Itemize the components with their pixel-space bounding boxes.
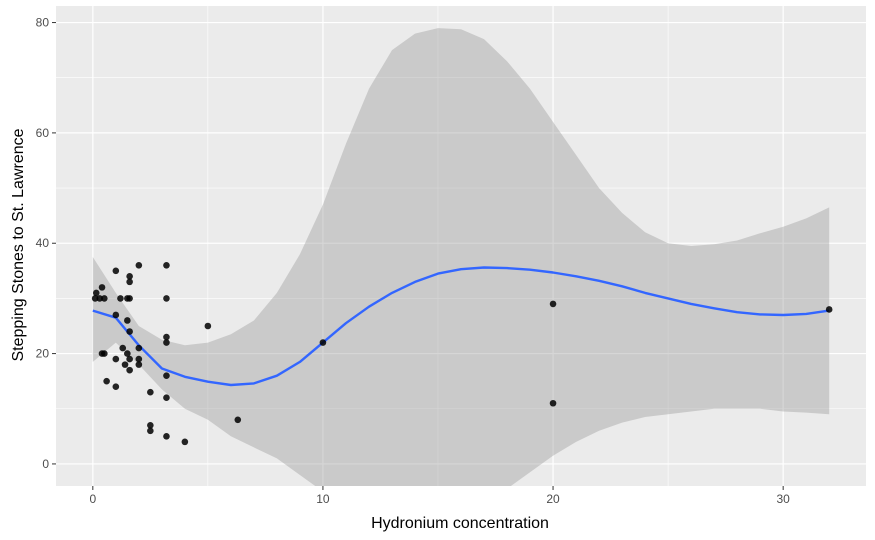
y-tick-label: 0: [42, 457, 49, 471]
y-tick-label: 20: [36, 347, 50, 361]
data-point: [163, 394, 170, 402]
y-tick-label: 80: [36, 16, 50, 30]
data-point: [126, 366, 133, 374]
data-point: [135, 262, 143, 269]
x-tick-label: 30: [776, 492, 790, 506]
data-point: [103, 377, 110, 385]
data-point: [163, 372, 170, 379]
axis-ticks: [52, 22, 784, 490]
data-point: [119, 344, 127, 352]
data-point: [204, 322, 212, 330]
data-point: [117, 295, 124, 302]
x-tick-label: 20: [546, 492, 560, 506]
y-axis-title: Stepping Stones to St. Lawrence: [10, 128, 27, 361]
data-point: [135, 355, 143, 363]
data-point: [549, 399, 557, 407]
data-point: [101, 350, 108, 357]
data-point: [163, 339, 170, 346]
data-point: [126, 355, 133, 363]
points-layer: [91, 262, 833, 446]
smooth-line: [92, 266, 830, 387]
data-point: [126, 295, 133, 302]
minor-gridlines: [56, 6, 866, 486]
data-point: [124, 350, 131, 357]
y-tick-label: 60: [36, 126, 50, 140]
data-point: [124, 317, 131, 324]
data-point: [112, 383, 120, 390]
data-point: [163, 333, 170, 341]
data-point: [549, 300, 557, 308]
data-point: [181, 438, 189, 446]
y-tick-label: 40: [36, 236, 50, 250]
confidence-band: [92, 28, 830, 486]
data-point: [112, 311, 120, 319]
data-point: [126, 278, 133, 286]
x-axis-title: Hydronium concentration: [371, 515, 549, 532]
data-point: [112, 267, 120, 275]
data-point: [147, 388, 154, 396]
data-point: [163, 295, 170, 302]
major-gridlines: [56, 6, 866, 486]
plot-panel: [56, 6, 866, 486]
data-point: [92, 289, 100, 297]
x-tick-labels: 0 10 20 30: [89, 492, 790, 506]
data-point: [126, 328, 133, 335]
data-point: [112, 355, 120, 363]
data-point: [825, 306, 833, 313]
confidence-band-layer: [92, 28, 830, 486]
y-tick-labels: 0 20 40 60 80: [36, 16, 50, 471]
data-point: [101, 295, 108, 302]
data-point: [98, 284, 106, 291]
data-point: [319, 339, 327, 346]
data-point: [147, 427, 154, 435]
data-point: [163, 433, 170, 440]
smooth-line-layer: [92, 266, 830, 387]
data-point: [126, 273, 133, 280]
data-point: [234, 416, 242, 424]
x-tick-label: 0: [89, 492, 96, 506]
data-point: [135, 361, 143, 368]
data-point: [91, 295, 99, 302]
data-point: [147, 422, 154, 429]
data-point: [121, 361, 129, 368]
data-point: [135, 344, 143, 352]
x-tick-label: 10: [316, 492, 330, 506]
data-point: [96, 295, 104, 302]
data-point: [163, 262, 170, 269]
